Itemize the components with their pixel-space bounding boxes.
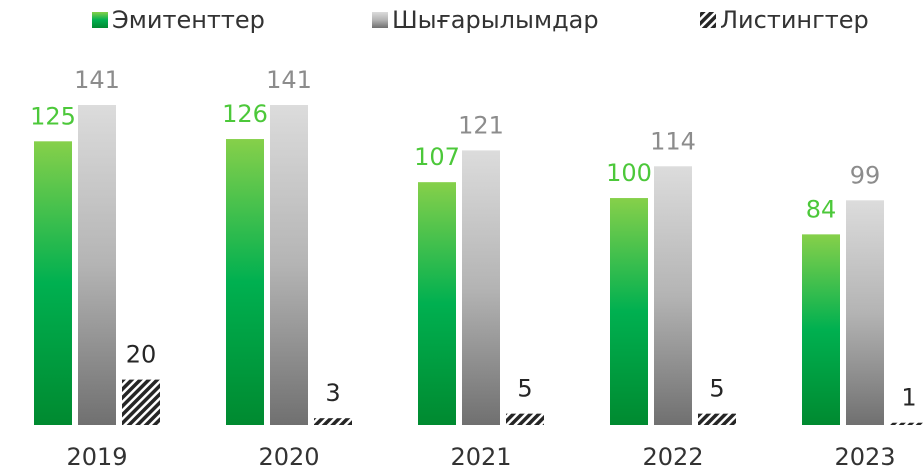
- x-tick-label: 2022: [642, 443, 703, 471]
- bar: [698, 413, 736, 425]
- bar: [270, 105, 308, 425]
- x-tick-label: 2020: [258, 443, 319, 471]
- bar: [34, 141, 72, 425]
- value-label: 84: [806, 195, 837, 223]
- bar: [78, 105, 116, 425]
- legend-swatch: [700, 12, 716, 28]
- value-label: 100: [606, 159, 652, 187]
- bar: [314, 418, 352, 425]
- value-label: 3: [325, 379, 340, 407]
- bar: [462, 150, 500, 425]
- value-label: 114: [650, 127, 696, 155]
- bar: [654, 166, 692, 425]
- x-tick-label: 2021: [450, 443, 511, 471]
- value-label: 5: [517, 375, 532, 403]
- bar: [506, 413, 544, 425]
- bar: [890, 422, 924, 425]
- value-label: 121: [458, 111, 504, 139]
- bar: [226, 139, 264, 426]
- legend-swatch: [92, 12, 108, 28]
- x-tick-label: 2023: [834, 443, 895, 471]
- value-label: 141: [74, 66, 120, 94]
- value-label: 99: [850, 161, 881, 189]
- x-tick-label: 2019: [66, 443, 127, 471]
- value-label: 126: [222, 100, 268, 128]
- bar: [122, 379, 160, 425]
- value-label: 125: [30, 102, 76, 130]
- legend-swatch: [372, 12, 388, 28]
- bar: [846, 200, 884, 425]
- legend-label: Листингтер: [720, 6, 869, 34]
- bar: [418, 182, 456, 425]
- value-label: 1: [901, 384, 916, 412]
- bar: [802, 234, 840, 425]
- value-label: 141: [266, 66, 312, 94]
- legend-label: Эмитенттер: [112, 6, 265, 34]
- value-label: 20: [126, 341, 157, 369]
- value-label: 5: [709, 375, 724, 403]
- legend-label: Шығарылымдар: [392, 6, 599, 34]
- bar: [610, 198, 648, 425]
- value-label: 107: [414, 143, 460, 171]
